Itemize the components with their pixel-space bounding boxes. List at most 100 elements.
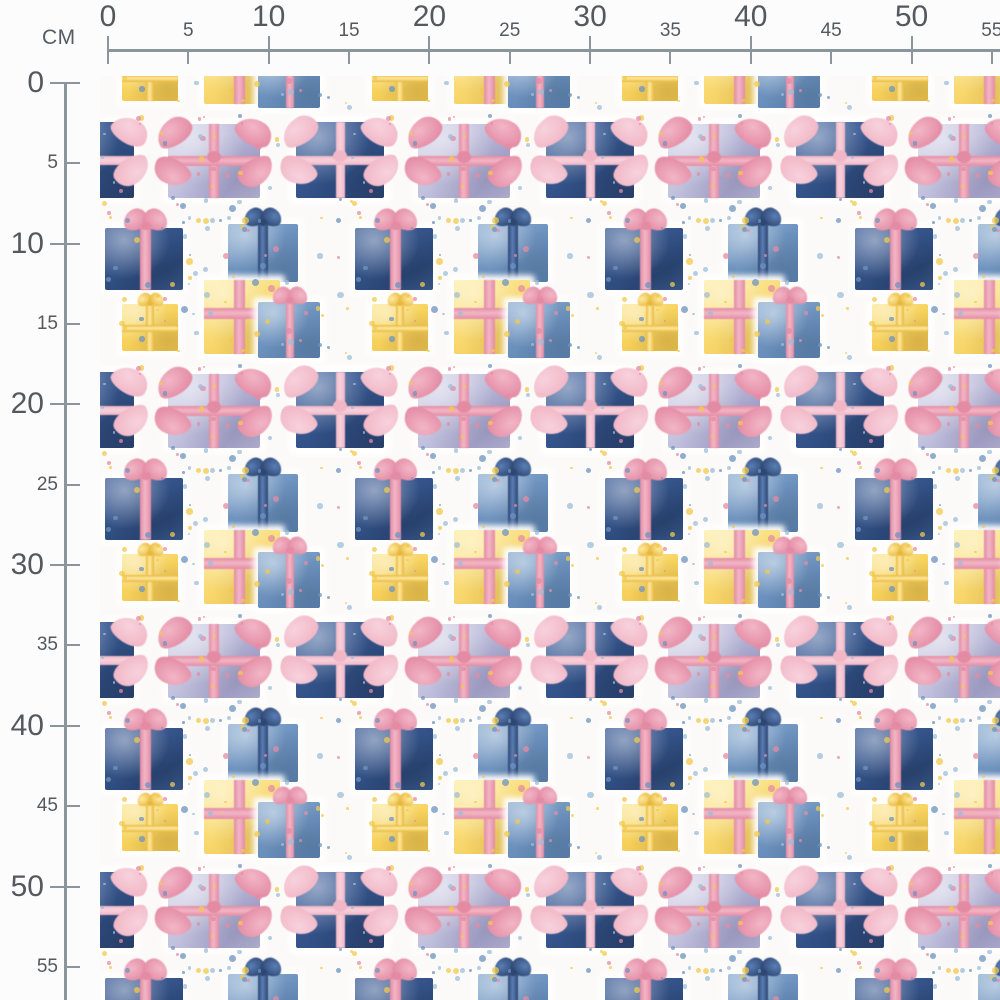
ruler-tick-v-10	[50, 242, 80, 245]
gift-bow	[855, 455, 933, 505]
confetti-dot	[432, 471, 435, 475]
gift-navy-pink-bow	[350, 205, 438, 295]
confetti-dot	[198, 117, 202, 121]
confetti-dot	[210, 218, 216, 224]
sash-loop-0	[400, 361, 448, 404]
confetti-dot	[737, 950, 742, 955]
sash-knot	[833, 400, 847, 413]
confetti-dot	[585, 968, 591, 974]
sash-loop-3	[859, 900, 905, 942]
confetti-dot	[702, 517, 708, 523]
confetti-dot	[419, 782, 425, 788]
gift-sash-bow	[899, 861, 1000, 948]
gift-blue-navy-bow	[973, 205, 1000, 287]
gift-bow	[228, 205, 298, 248]
confetti-dot	[237, 613, 242, 619]
confetti-dot	[585, 718, 591, 724]
confetti-dot	[686, 757, 693, 765]
confetti-dot	[455, 726, 461, 731]
confetti-dot	[728, 454, 736, 462]
confetti-dot	[692, 312, 695, 315]
confetti-dot	[436, 257, 443, 265]
confetti-dot	[655, 793, 660, 798]
confetti-dot	[344, 601, 347, 604]
confetti-dot	[937, 465, 942, 470]
confetti-dot	[710, 718, 716, 724]
confetti-dot	[205, 976, 211, 981]
confetti-dot	[919, 532, 925, 538]
confetti-dot	[335, 718, 341, 724]
confetti-dot	[509, 262, 516, 269]
confetti-dot	[267, 785, 275, 792]
confetti-dot	[257, 718, 262, 723]
confetti-dot	[388, 372, 391, 375]
confetti-dot	[339, 197, 343, 202]
confetti-dot	[487, 700, 492, 705]
confetti-dot	[121, 546, 127, 553]
sash-loop-3	[359, 900, 405, 942]
confetti-dot	[815, 556, 821, 561]
confetti-dot	[836, 291, 844, 299]
confetti-dot	[298, 89, 302, 93]
confetti-dot	[455, 476, 461, 481]
confetti-dot	[240, 872, 244, 875]
confetti-dot	[409, 631, 413, 636]
confetti-dot	[351, 700, 358, 706]
confetti-dot	[194, 830, 199, 836]
confetti-dot	[487, 950, 492, 955]
gift-bow	[872, 290, 928, 323]
confetti-dot	[177, 349, 180, 352]
confetti-dot	[203, 116, 206, 119]
gift-ribbon-horizontal	[622, 575, 678, 582]
sash-loop-2	[899, 651, 945, 694]
confetti-dot	[688, 526, 692, 530]
confetti-dot	[490, 372, 494, 375]
confetti-dot	[534, 530, 540, 535]
gift-bow	[855, 705, 933, 755]
confetti-dot	[438, 776, 442, 780]
confetti-dot	[662, 641, 668, 646]
confetti-dot	[436, 757, 443, 765]
sash-loop-3	[109, 900, 155, 942]
confetti-dot	[240, 122, 244, 125]
confetti-dot	[662, 796, 668, 802]
confetti-dot	[767, 186, 772, 191]
confetti-dot	[606, 961, 611, 965]
confetti-dot	[676, 203, 679, 207]
confetti-dot	[853, 382, 856, 386]
confetti-dot	[202, 517, 208, 523]
confetti-dot	[106, 776, 111, 782]
gift-bow	[728, 205, 798, 248]
confetti-dot	[741, 598, 745, 602]
confetti-dot	[742, 717, 749, 724]
fabric-swatch[interactable]	[100, 76, 1000, 1000]
confetti-dot	[851, 950, 858, 956]
confetti-dot	[492, 967, 499, 974]
gift-bow	[105, 955, 183, 1000]
confetti-dot	[681, 555, 689, 563]
confetti-dot	[218, 469, 222, 473]
confetti-dot	[326, 595, 331, 600]
confetti-dot	[368, 189, 374, 194]
confetti-dot	[909, 631, 913, 636]
confetti-dot	[409, 131, 413, 136]
confetti-dot	[162, 141, 168, 146]
confetti-dot	[453, 717, 460, 724]
gift-yellow-wide-pink	[949, 275, 1000, 359]
confetti-dot	[218, 969, 222, 973]
confetti-dot	[912, 141, 918, 146]
confetti-dot	[635, 366, 641, 372]
gift-ribbon-horizontal	[204, 307, 280, 319]
confetti-dot	[257, 218, 262, 223]
confetti-dot	[851, 200, 858, 206]
sash-knot	[583, 900, 597, 913]
confetti-dot	[298, 839, 302, 843]
confetti-dot	[929, 953, 936, 959]
confetti-dot	[203, 198, 209, 203]
confetti-dot	[210, 968, 216, 974]
confetti-dot	[804, 311, 808, 315]
gift-ribbon-horizontal	[100, 155, 134, 165]
confetti-dot	[978, 204, 986, 212]
confetti-dot	[446, 422, 451, 427]
confetti-dot	[159, 631, 163, 636]
